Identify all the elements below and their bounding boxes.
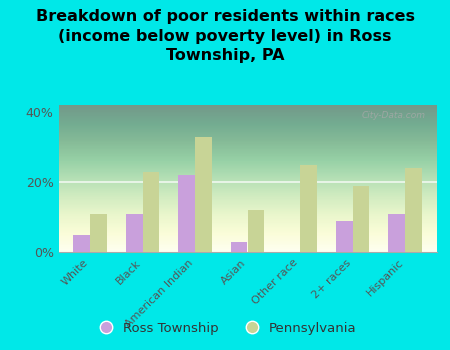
Text: Breakdown of poor residents within races
(income below poverty level) in Ross
To: Breakdown of poor residents within races… <box>36 9 414 63</box>
Bar <box>231 241 248 252</box>
Bar <box>300 164 317 252</box>
Text: City-Data.com: City-Data.com <box>361 111 425 120</box>
Bar <box>178 175 195 252</box>
Bar <box>90 214 107 252</box>
Bar <box>126 214 143 252</box>
Bar <box>248 210 264 252</box>
Bar <box>352 186 369 252</box>
Bar <box>73 234 90 252</box>
Bar <box>143 172 159 252</box>
Legend: Ross Township, Pennsylvania: Ross Township, Pennsylvania <box>88 316 362 340</box>
Bar <box>388 214 405 252</box>
Bar <box>195 136 212 252</box>
Bar <box>336 220 352 252</box>
Bar <box>405 168 422 252</box>
